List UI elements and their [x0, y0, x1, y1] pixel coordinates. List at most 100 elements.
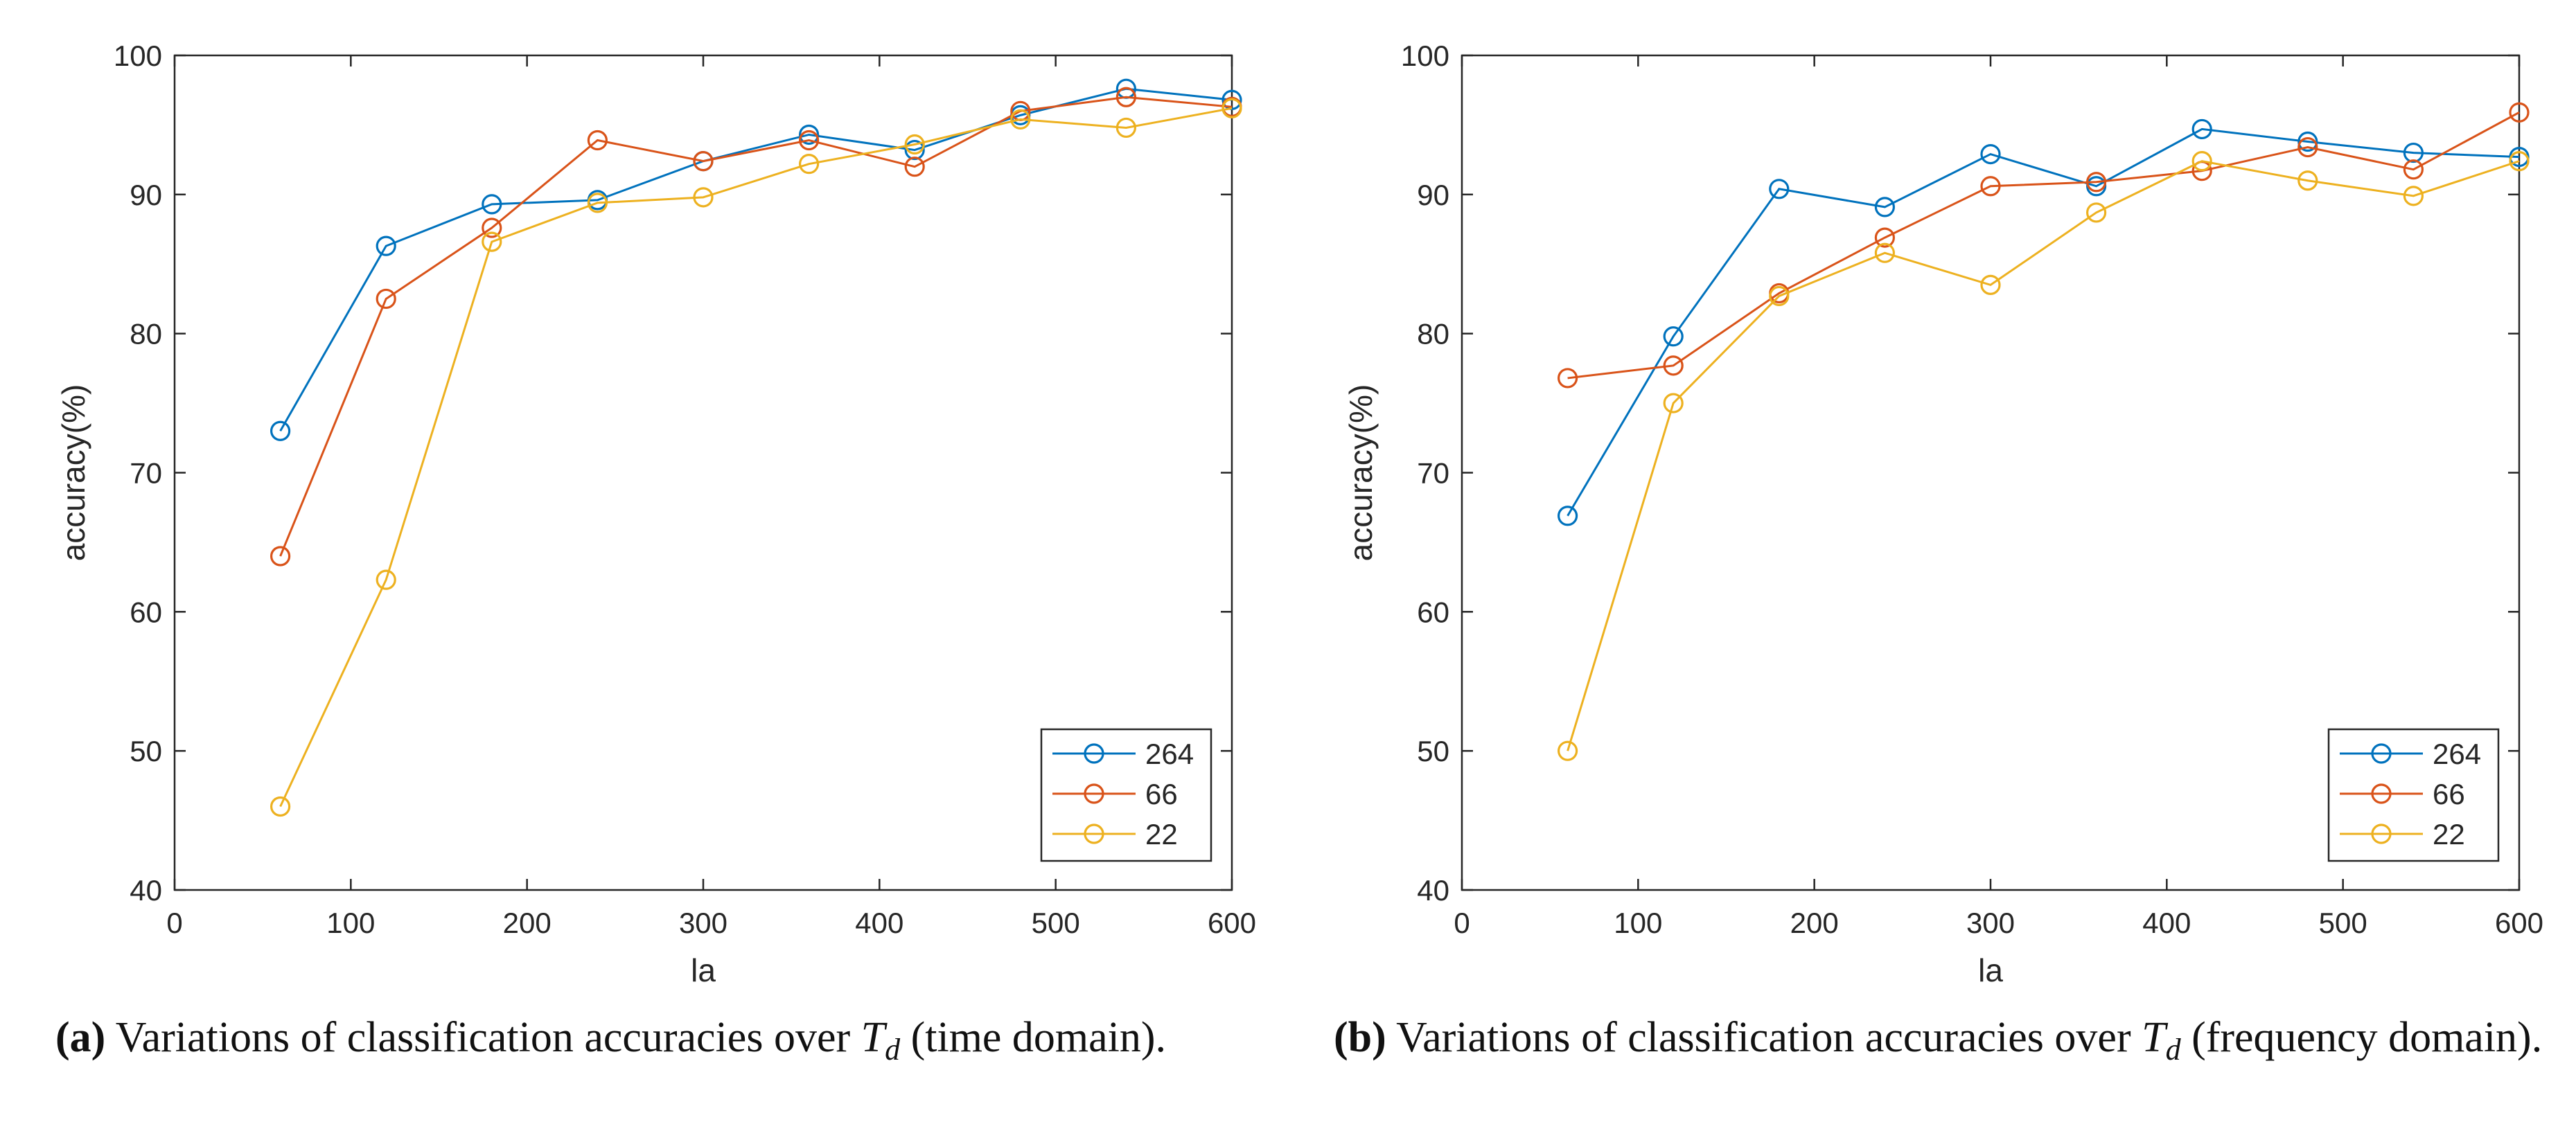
chart-a-ytick-label: 100	[114, 39, 162, 72]
chart-a-series-66-point	[587, 130, 608, 151]
chart-b-series-66-line	[1567, 112, 2520, 380]
caption-a-tag: (a)	[55, 1014, 106, 1061]
caption-a: (a) Variations of classification accurac…	[55, 1010, 1261, 1078]
chart-a-series-22-point	[1010, 109, 1031, 130]
chart-b-legend: 264 66 22	[2327, 728, 2500, 862]
chart-b-series-22-point	[2086, 202, 2107, 223]
chart-b: 0 100 200 300 400 500 600 40 50 60 70 80 90 100 la accu…	[1343, 39, 2543, 988]
chart-a-series-66-line	[279, 96, 1233, 557]
chart-a-series-66-point	[798, 130, 820, 151]
chart-a-series-264-point	[904, 139, 925, 161]
chart-a: 0 100 200 300 400 500 600 40 50 60 70 80 90 100 la accu…	[55, 39, 1256, 988]
chart-a-series-22-point	[376, 569, 396, 590]
chart-a-xtick-label: 500	[1032, 907, 1080, 939]
chart-a-series-264-line	[279, 87, 1233, 431]
chart-b-series-22-point	[1980, 274, 2001, 295]
chart-b-series-22-point	[2403, 186, 2424, 206]
chart-a-xtick-label: 300	[679, 907, 727, 939]
chart-b-series-66-point	[2403, 159, 2424, 180]
chart-b-series-22-line	[1567, 160, 2520, 751]
chart-a-series-66	[270, 87, 1242, 567]
chart-b-ytick-label: 70	[1417, 457, 1449, 490]
chart-b-legend-label-22: 22	[2433, 818, 2465, 850]
chart-a-ylabel: accuracy(%)	[55, 384, 91, 562]
chart-b-series-66-point	[1663, 355, 1684, 376]
chart-a-series-66-point	[376, 288, 396, 310]
chart-a-series-66-point	[270, 546, 291, 567]
chart-b-series-22-point	[2297, 170, 2318, 191]
chart-b-legend-marker-22	[2371, 823, 2392, 844]
chart-a-series-22-point	[270, 796, 291, 817]
chart-a-ytick-label: 60	[130, 596, 162, 628]
chart-b-legend-box	[2327, 728, 2500, 862]
chart-b-legend-label-66: 66	[2433, 778, 2465, 810]
chart-b-ylabel: accuracy(%)	[1343, 384, 1379, 562]
chart-a-series-22-point	[693, 187, 714, 208]
caption-b-math-sub: d	[2165, 1033, 2181, 1067]
caption-b-math: T	[2142, 1014, 2166, 1061]
chart-b-series-264-point	[2403, 142, 2424, 163]
chart-b-series-264-line	[1567, 127, 2520, 517]
chart-b-series-22-point	[1874, 242, 1895, 263]
chart-a-xtick-label: 200	[503, 907, 552, 939]
chart-a-series-22-point	[798, 154, 820, 175]
chart-a-series-22-line	[279, 107, 1233, 808]
chart-b-series-264-point	[1663, 326, 1684, 347]
chart-a-series-22-point	[482, 231, 502, 252]
chart-a-series-264-point	[376, 235, 396, 256]
chart-b-legend-marker-264	[2371, 743, 2392, 764]
chart-a-series-66-point	[904, 157, 925, 177]
caption-b-text: Variations of classification accuracies …	[1396, 1014, 2131, 1061]
chart-b-series-264-point	[2297, 131, 2318, 152]
chart-b-xtick-label: 100	[1614, 907, 1662, 939]
chart-a-xtick-label: 600	[1208, 907, 1256, 939]
chart-a-series-22	[270, 98, 1242, 817]
chart-b-xtick-label: 600	[2495, 907, 2543, 939]
chart-a-series-66-point	[482, 217, 502, 238]
chart-b-series-66	[1558, 102, 2530, 389]
chart-b-xtick-label: 500	[2319, 907, 2367, 939]
chart-b-series-22	[1558, 151, 2530, 761]
chart-b-ytick-label: 60	[1417, 596, 1449, 628]
chart-a-legend: 264 66 22	[1040, 728, 1212, 862]
chart-a-ytick-label: 90	[130, 179, 162, 211]
chart-b-ytick-label: 100	[1401, 39, 1449, 72]
chart-a-series-22-point	[1115, 117, 1137, 139]
chart-b-legend-marker-66	[2371, 783, 2392, 804]
chart-a-legend-box	[1040, 728, 1212, 862]
chart-a-legend-label-66: 66	[1145, 778, 1178, 810]
chart-b-series-264-point	[1980, 143, 2001, 165]
chart-b-series-66-point	[2086, 172, 2107, 193]
chart-b-series-264-point	[1874, 197, 1895, 217]
chart-a-xtick-label: 400	[855, 907, 903, 939]
chart-b-series-66-point	[2297, 136, 2318, 158]
chart-a-ytick-label: 40	[130, 874, 162, 907]
chart-a-series-264-point	[482, 194, 502, 215]
chart-a-series-66-point	[1115, 87, 1137, 107]
chart-b-series-22-point	[1663, 393, 1684, 413]
chart-a-series-22-point	[587, 193, 608, 213]
chart-b-series-66-point	[1558, 368, 1578, 389]
chart-b-series-22-point	[2509, 151, 2530, 172]
chart-b-xtick-label: 300	[1966, 907, 2015, 939]
chart-a-legend-marker-22	[1084, 823, 1104, 844]
chart-b-ytick-label: 90	[1417, 179, 1449, 211]
chart-a-series-22-point	[1221, 98, 1242, 118]
chart-b-series-264	[1558, 118, 2530, 526]
chart-a-series-66-point	[693, 151, 714, 172]
chart-a-xtick-label: 0	[166, 907, 182, 939]
chart-b-ytick-label: 80	[1417, 318, 1449, 350]
chart-a-ytick-label: 80	[130, 318, 162, 350]
chart-a-series-22-point	[904, 134, 925, 155]
chart-b-series-66-point	[1874, 227, 1895, 248]
chart-a-series-264-point	[798, 124, 820, 145]
chart-b-xtick-label: 0	[1454, 907, 1470, 939]
chart-b-xtick-label: 200	[1790, 907, 1839, 939]
chart-b-legend-label-264: 264	[2433, 738, 2481, 770]
chart-a-series-264	[270, 78, 1242, 441]
chart-a-legend-marker-66	[1084, 783, 1104, 804]
chart-b-series-66-point	[2509, 102, 2530, 123]
chart-b-series-22-point	[1558, 740, 1578, 761]
chart-a-xtick-label: 100	[326, 907, 375, 939]
